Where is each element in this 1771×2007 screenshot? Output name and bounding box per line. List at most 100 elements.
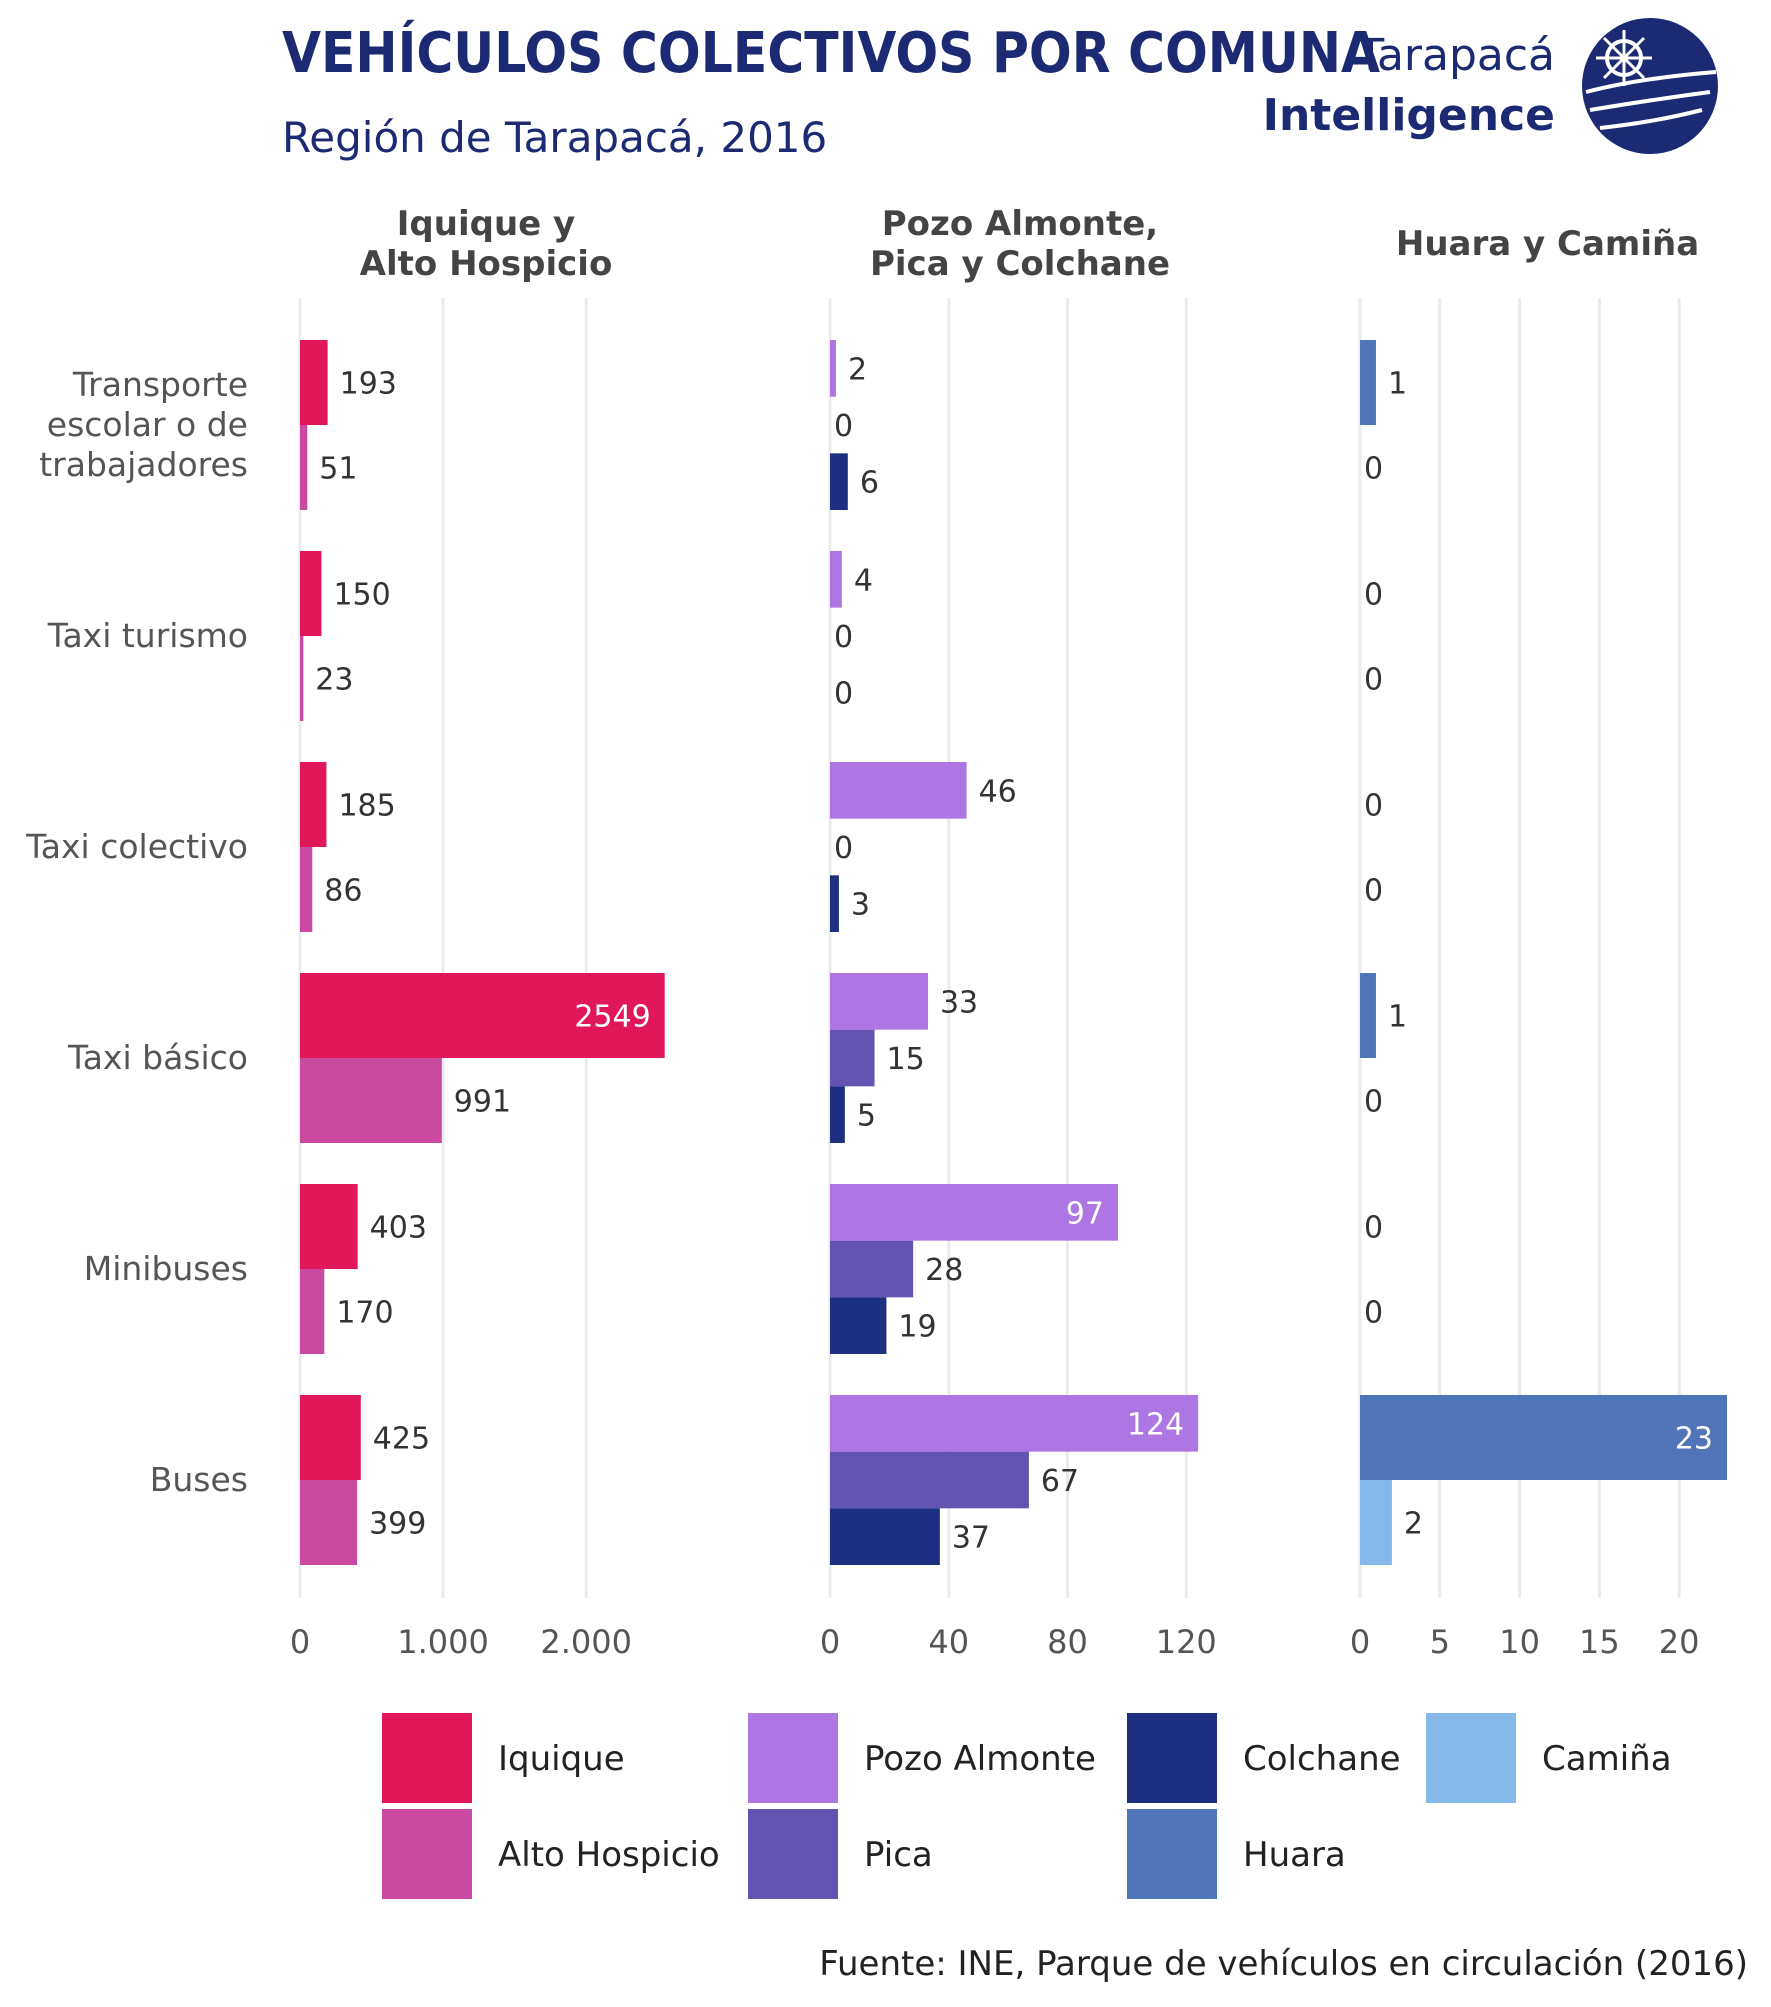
brand-line-2: Intelligence [1263, 90, 1555, 141]
data-label: 150 [333, 578, 390, 613]
data-label: 28 [925, 1253, 963, 1288]
tick-label: 10 [1499, 1623, 1540, 1661]
data-label: 185 [338, 789, 395, 824]
bar-camina [1360, 1480, 1392, 1565]
bar-pica [830, 1029, 875, 1087]
legend-label: Iquique [498, 1739, 625, 1779]
legend-swatch-iquique [382, 1713, 472, 1803]
bar-iquique [300, 340, 328, 425]
category-label: Transporte [72, 365, 248, 404]
panel-title: Huara y Camiña [1396, 224, 1699, 264]
legend-label: Camiña [1542, 1739, 1672, 1779]
legend-label: Alto Hospicio [498, 1835, 720, 1875]
tick-label: 40 [928, 1623, 969, 1661]
bar-alto-hospicio [300, 1269, 325, 1354]
bar-iquique [300, 1184, 358, 1269]
tick-label: 1.000 [397, 1623, 489, 1661]
data-label: 193 [340, 367, 397, 402]
bar-iquique [300, 762, 327, 847]
legend: Iquique Alto Hospicio Pozo Almonte Pica Colc… [382, 1713, 1672, 1899]
data-label: 425 [373, 1422, 430, 1457]
bars: 1935115023185862549991403170425399206400… [300, 340, 1728, 1565]
bar-iquique [300, 551, 322, 636]
bar-colchane [830, 1297, 887, 1354]
data-label: 0 [1364, 874, 1383, 909]
data-label: 37 [952, 1521, 990, 1556]
data-label: 991 [454, 1085, 511, 1120]
legend-label: Colchane [1243, 1739, 1401, 1779]
panel-title: Pozo Almonte, [882, 204, 1158, 244]
tick-label: 80 [1047, 1623, 1088, 1661]
data-label: 97 [1066, 1196, 1104, 1231]
data-label: 403 [370, 1211, 427, 1246]
legend-swatch-alto-hospicio [382, 1809, 472, 1899]
bar-iquique [300, 973, 665, 1058]
bar-pica [830, 1240, 914, 1298]
data-label: 6 [860, 466, 879, 501]
bar-pica [830, 1451, 1029, 1509]
data-label: 0 [834, 831, 853, 866]
data-label: 1 [1388, 1000, 1407, 1035]
data-label: 124 [1127, 1407, 1184, 1442]
category-label: Taxi turismo [47, 616, 248, 655]
tick-label: 120 [1156, 1623, 1217, 1661]
category-label: Taxi colectivo [25, 827, 248, 866]
bar-alto-hospicio [300, 1058, 442, 1143]
data-label: 0 [1364, 452, 1383, 487]
chart-title: VEHÍCULOS COLECTIVOS POR COMUNA [282, 20, 1380, 86]
logo-sun-icon [1582, 18, 1718, 154]
data-label: 86 [324, 874, 362, 909]
data-label: 4 [854, 563, 873, 598]
data-label: 46 [979, 774, 1017, 809]
tick-label: 5 [1430, 1623, 1450, 1661]
tick-label: 20 [1659, 1623, 1700, 1661]
bar-huara [1360, 1395, 1728, 1480]
bar-pozo-almonte [830, 973, 928, 1030]
legend-label: Pica [864, 1835, 933, 1875]
gridlines [298, 298, 1681, 1598]
data-label: 0 [834, 620, 853, 655]
data-label: 2 [848, 352, 867, 387]
data-label: 0 [1364, 1296, 1383, 1331]
tick-label: 0 [1350, 1623, 1370, 1661]
data-label: 0 [1364, 789, 1383, 824]
legend-label: Pozo Almonte [864, 1739, 1096, 1779]
data-label: 23 [1675, 1422, 1713, 1457]
tick-label: 0 [820, 1623, 840, 1661]
data-label: 23 [315, 663, 353, 698]
category-label: escolar o de [47, 405, 248, 444]
data-label: 0 [834, 409, 853, 444]
brand-line-1: Tarapacá [1356, 30, 1555, 81]
axis-ticks: 0 1.000 2.000 0 40 80 120 0 5 10 15 20 [290, 1623, 1700, 1661]
category-label: Taxi básico [67, 1038, 248, 1077]
legend-swatch-colchane [1127, 1713, 1217, 1803]
data-label: 0 [834, 677, 853, 712]
data-label: 51 [319, 452, 357, 487]
category-label: Buses [150, 1460, 248, 1499]
data-label: 0 [1364, 1085, 1383, 1120]
bar-pozo-almonte [830, 762, 967, 819]
legend-swatch-pozo-almonte [748, 1713, 838, 1803]
data-label: 0 [1364, 578, 1383, 613]
brand-logo: Tarapacá Intelligence [1263, 18, 1718, 154]
data-label: 170 [336, 1296, 393, 1331]
legend-label: Huara [1243, 1835, 1346, 1875]
tick-label: 0 [290, 1623, 310, 1661]
bar-colchane [830, 1086, 845, 1143]
data-label: 1 [1388, 367, 1407, 402]
source-note: Fuente: INE, Parque de vehículos en circ… [819, 1944, 1748, 1984]
bar-iquique [300, 1395, 361, 1480]
bar-pozo-almonte [830, 1184, 1118, 1241]
data-label: 3 [851, 888, 870, 923]
data-label: 0 [1364, 1211, 1383, 1246]
data-label: 0 [1364, 663, 1383, 698]
category-label: trabajadores [39, 445, 248, 484]
data-label: 15 [887, 1042, 925, 1077]
chart-subtitle: Región de Tarapacá, 2016 [282, 113, 827, 162]
category-label: Minibuses [84, 1249, 248, 1288]
data-label: 399 [369, 1507, 426, 1542]
bar-alto-hospicio [300, 847, 313, 932]
bar-alto-hospicio [300, 425, 308, 510]
